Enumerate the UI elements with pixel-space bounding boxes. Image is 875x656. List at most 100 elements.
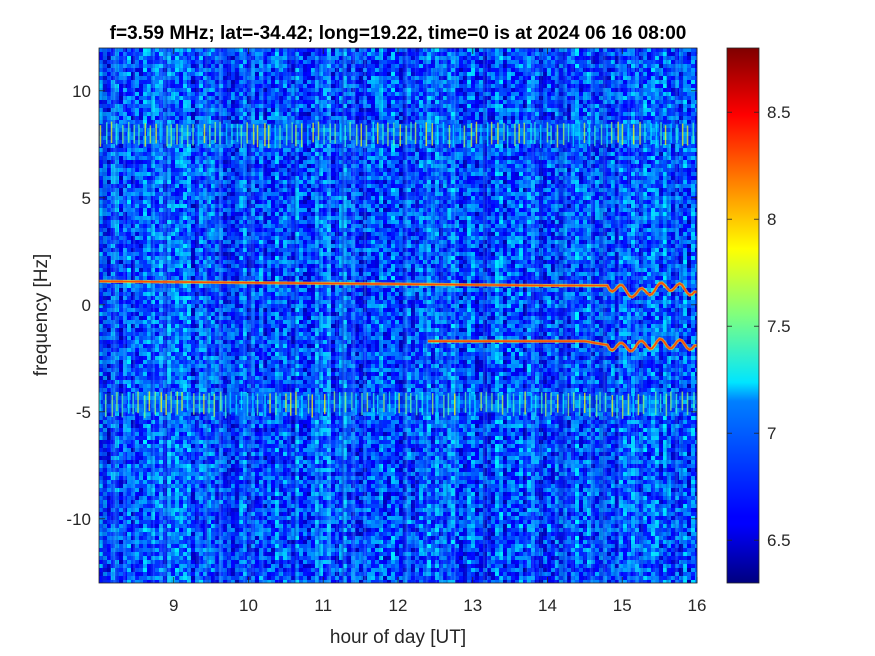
spectrogram-cell <box>123 52 127 56</box>
spectrogram-cell <box>627 92 631 96</box>
spectrogram-cell <box>311 68 315 72</box>
spectrogram-cell <box>491 112 495 116</box>
spectrogram-cell <box>511 164 515 168</box>
spectrogram-cell <box>127 152 131 156</box>
spectrogram-cell <box>339 64 343 68</box>
spectrogram-cell <box>371 96 375 100</box>
spectrogram-cell <box>375 156 379 160</box>
spectrogram-cell <box>123 96 127 100</box>
spectrogram-cell <box>295 52 299 56</box>
spectrogram-cell <box>127 80 131 84</box>
spectrogram-cell <box>427 68 431 72</box>
spectrogram-cell <box>279 92 283 96</box>
spectrogram-cell <box>371 112 375 116</box>
spectrogram-cell <box>99 72 103 76</box>
spectrogram-cell <box>631 48 635 52</box>
spectrogram-cell <box>479 76 483 80</box>
spectrogram-cell <box>135 168 139 172</box>
spectrogram-cell <box>511 148 515 152</box>
spectrogram-cell <box>575 152 579 156</box>
spectrogram-cell <box>443 76 447 80</box>
spectrogram-cell <box>331 60 335 64</box>
spectrogram-cell <box>371 64 375 68</box>
spectrogram-cell <box>599 80 603 84</box>
spectrogram-cell <box>387 52 391 56</box>
spectrogram-cell <box>219 80 223 84</box>
spectrogram-cell <box>399 68 403 72</box>
spectrogram-cell <box>395 112 399 116</box>
spectrogram-cell <box>567 120 571 124</box>
spectrogram-cell <box>631 68 635 72</box>
spectrogram-cell <box>647 84 651 88</box>
spectrogram-cell <box>611 68 615 72</box>
spectrogram-cell <box>367 148 371 152</box>
spectrogram-cell <box>459 160 463 164</box>
spectrogram-cell <box>331 52 335 56</box>
spectrogram-cell <box>191 112 195 116</box>
spectrogram-cell <box>195 92 199 96</box>
spectrogram-cell <box>403 76 407 80</box>
spectrogram-cell <box>267 88 271 92</box>
spectrogram-cell <box>127 60 131 64</box>
spectrogram-cell <box>219 88 223 92</box>
spectrogram-cell <box>495 76 499 80</box>
spectrogram-cell <box>307 152 311 156</box>
spectrogram-cell <box>391 80 395 84</box>
spectrogram-cell <box>251 48 255 52</box>
spectrogram-cell <box>491 172 495 176</box>
spectrogram-cell <box>183 56 187 60</box>
spectrogram-cell <box>571 60 575 64</box>
spectrogram-cell <box>475 144 479 148</box>
spectrogram-cell <box>467 56 471 60</box>
spectrogram-cell <box>127 112 131 116</box>
spectrogram-cell <box>471 64 475 68</box>
spectrogram-cell <box>307 64 311 68</box>
spectrogram-cell <box>407 52 411 56</box>
spectrogram-cell <box>671 68 675 72</box>
spectrogram-cell <box>387 172 391 176</box>
spectrogram-cell <box>403 80 407 84</box>
spectrogram-cell <box>411 88 415 92</box>
spectrogram-cell <box>459 116 463 120</box>
spectrogram-cell <box>383 80 387 84</box>
spectrogram-cell <box>387 112 391 116</box>
spectrogram-cell <box>395 156 399 160</box>
spectrogram-cell <box>599 48 603 52</box>
spectrogram-cell <box>243 92 247 96</box>
spectrogram-cell <box>395 116 399 120</box>
spectrogram-cell <box>671 88 675 92</box>
spectrogram-cell <box>303 56 307 60</box>
spectrogram-cell <box>595 60 599 64</box>
spectrogram-cell <box>447 48 451 52</box>
spectrogram-cell <box>331 144 335 148</box>
spectrogram-cell <box>439 84 443 88</box>
spectrogram-cell <box>151 96 155 100</box>
spectrogram-cell <box>683 152 687 156</box>
spectrogram-cell <box>187 88 191 92</box>
spectrogram-cell <box>487 72 491 76</box>
spectrogram-cell <box>275 64 279 68</box>
spectrogram-cell <box>267 68 271 72</box>
spectrogram-cell <box>271 72 275 76</box>
spectrogram-cell <box>327 64 331 68</box>
spectrogram-cell <box>459 148 463 152</box>
spectrogram-cell <box>251 92 255 96</box>
spectrogram-cell <box>479 120 483 124</box>
spectrogram-cell <box>635 76 639 80</box>
spectrogram-cell <box>475 176 479 180</box>
spectrogram-cell <box>283 68 287 72</box>
spectrogram-cell <box>383 64 387 68</box>
spectrogram-cell <box>179 88 183 92</box>
spectrogram-cell <box>331 88 335 92</box>
spectrogram-cell <box>111 48 115 52</box>
spectrogram-cell <box>595 92 599 96</box>
spectrogram-cell <box>271 52 275 56</box>
spectrogram-cell <box>611 64 615 68</box>
spectrogram-cell <box>103 48 107 52</box>
spectrogram-cell <box>303 52 307 56</box>
spectrogram-cell <box>591 88 595 92</box>
spectrogram-cell <box>299 84 303 88</box>
spectrogram-cell <box>343 92 347 96</box>
spectrogram-cell <box>595 72 599 76</box>
